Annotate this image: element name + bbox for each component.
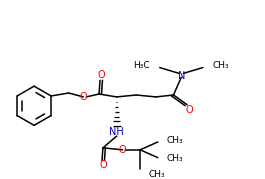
Text: NH: NH — [109, 127, 124, 137]
Text: O: O — [80, 92, 87, 102]
Text: CH₃: CH₃ — [213, 61, 229, 70]
Text: CH₃: CH₃ — [149, 170, 166, 179]
Text: N: N — [178, 71, 185, 81]
Text: H₃C: H₃C — [133, 61, 150, 70]
Text: O: O — [99, 161, 107, 170]
Text: CH₃: CH₃ — [167, 154, 183, 163]
Text: CH₃: CH₃ — [167, 137, 183, 146]
Text: O: O — [119, 145, 126, 155]
Text: O: O — [98, 70, 105, 80]
Text: O: O — [185, 105, 193, 115]
